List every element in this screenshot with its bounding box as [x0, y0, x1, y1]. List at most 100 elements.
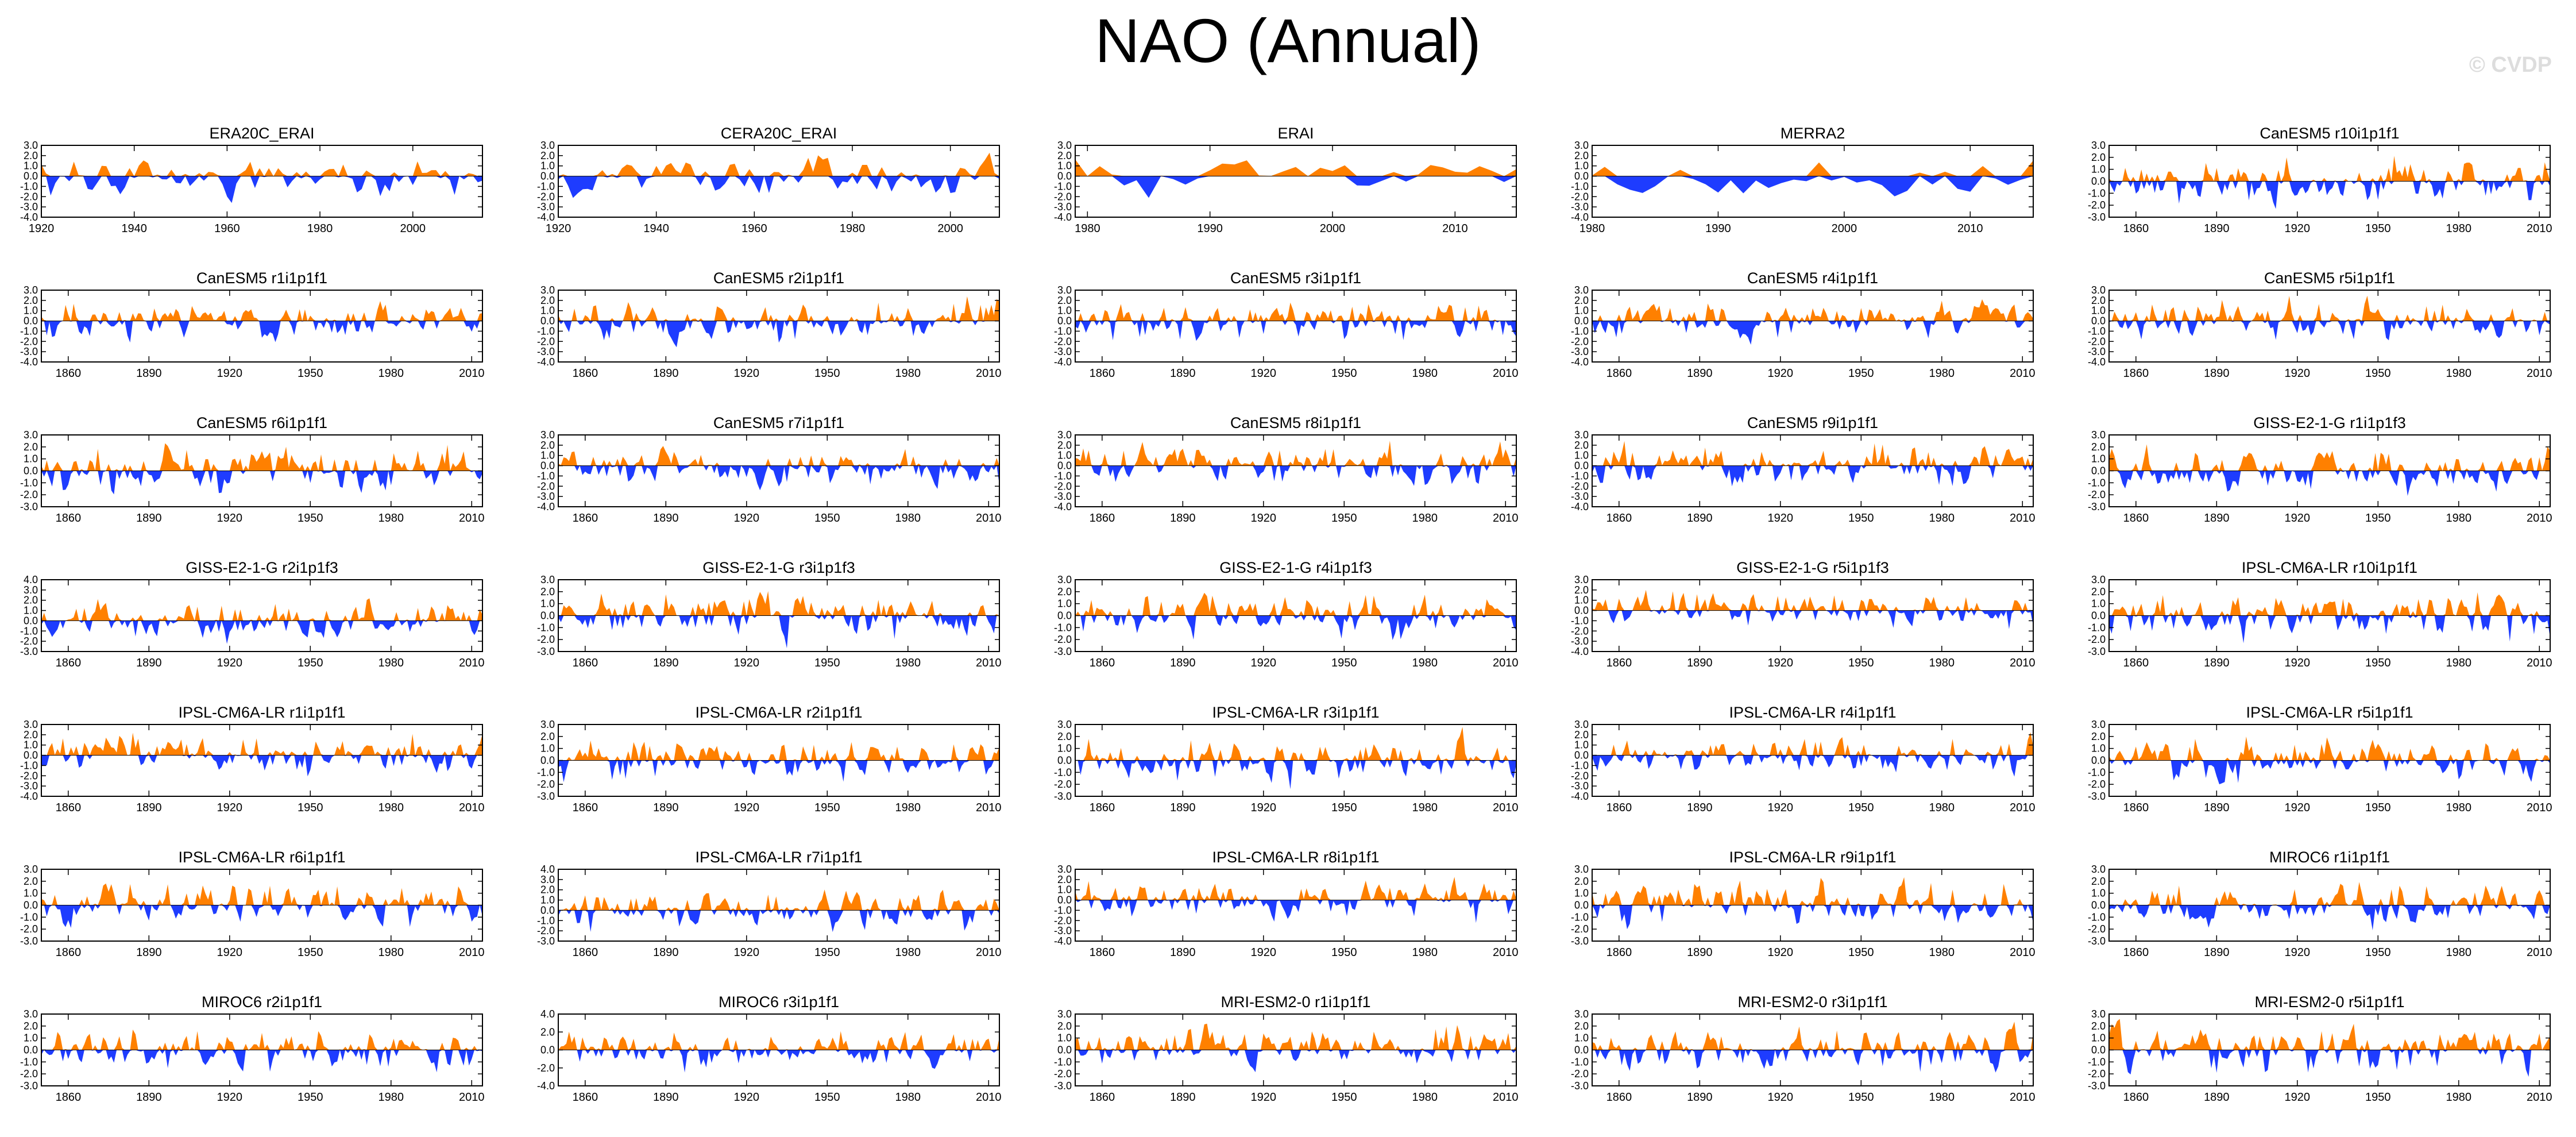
x-tick-label: 1920 — [734, 657, 760, 669]
y-tick-label: 3.0 — [2091, 574, 2106, 585]
y-tick-label: 0.0 — [2091, 755, 2106, 766]
y-tick-label: 3.0 — [24, 584, 38, 596]
negative-area — [2109, 615, 2550, 643]
x-tick-label: 1980 — [379, 946, 404, 959]
nao-panel: CanESM5 r5i1p1f1 3.02.01.00.0-1.0-2.0-3.0… — [2088, 269, 2552, 380]
x-tick-label: 1920 — [29, 222, 55, 235]
y-tick-label: -1.0 — [1571, 470, 1589, 481]
plot-frame — [1075, 434, 1517, 507]
x-tick-label: 1890 — [2204, 222, 2230, 235]
y-tick-label: 1.0 — [24, 739, 38, 751]
positive-area — [558, 1031, 999, 1050]
y-tick-label: 0.0 — [24, 900, 38, 911]
x-tick-label: 1920 — [217, 801, 243, 814]
y-tick-label: 0.0 — [540, 1045, 555, 1056]
nao-panel: GISS-E2-1-G r4i1p1f3 3.02.01.00.0-1.0-2.0… — [1054, 559, 1519, 669]
y-tick-label: -3.0 — [20, 501, 38, 512]
panel-title: CanESM5 r9i1p1f1 — [1747, 414, 1878, 431]
y-tick-label: -3.0 — [2088, 501, 2106, 512]
y-tick-label: -1.0 — [2088, 187, 2106, 199]
x-tick-label: 1890 — [1687, 657, 1713, 669]
y-tick-label: 3.0 — [1574, 284, 1589, 296]
x-tick-label: 1920 — [217, 946, 243, 959]
plot-frame — [41, 290, 483, 363]
y-tick-label: 3.0 — [1574, 140, 1589, 151]
panel-title: CanESM5 r8i1p1f1 — [1230, 414, 1361, 431]
x-tick-label: 1980 — [2446, 946, 2472, 959]
y-tick-label: 3.0 — [1057, 140, 1072, 151]
y-tick-label: -2.0 — [2088, 923, 2106, 935]
y-tick-label: 0.0 — [24, 1045, 38, 1056]
x-tick-label: 1980 — [1412, 512, 1438, 525]
positive-area — [1592, 732, 2033, 756]
negative-area — [1075, 900, 1516, 923]
y-tick-label: 2.0 — [2091, 295, 2106, 306]
y-tick-label: -4.0 — [537, 1080, 555, 1092]
negative-area — [1592, 755, 2033, 777]
nao-panel: CanESM5 r10i1p1f1 3.02.01.00.0-1.0-2.0-3.… — [2088, 125, 2552, 235]
x-tick-label: 1920 — [2285, 946, 2311, 959]
y-tick-label: 2.0 — [540, 731, 555, 742]
x-tick-label: 1950 — [2365, 801, 2391, 814]
y-tick-label: 1.0 — [1057, 743, 1072, 754]
panel-title: IPSL-CM6A-LR r5i1p1f1 — [2246, 704, 2413, 721]
y-tick-label: -2.0 — [537, 634, 555, 645]
x-tick-label: 1860 — [56, 512, 82, 525]
panel-title: IPSL-CM6A-LR r10i1p1f1 — [2242, 559, 2417, 576]
y-tick-label: 2.0 — [1057, 586, 1072, 598]
y-tick-label: 1.0 — [2091, 598, 2106, 610]
y-tick-label: 3.0 — [24, 719, 38, 730]
y-tick-label: 3.0 — [24, 284, 38, 296]
y-tick-label: -3.0 — [20, 201, 38, 213]
x-tick-label: 1980 — [895, 946, 921, 959]
x-tick-label: 1980 — [2446, 1091, 2472, 1104]
panel-title: GISS-E2-1-G r3i1p1f3 — [702, 559, 855, 576]
x-tick-label: 1860 — [573, 801, 598, 814]
negative-area — [558, 176, 999, 198]
y-tick-label: -4.0 — [20, 356, 38, 368]
y-tick-label: 1.0 — [2091, 1032, 2106, 1044]
x-tick-label: 1950 — [298, 1091, 323, 1104]
y-tick-label: 0.0 — [2091, 610, 2106, 622]
x-tick-label: 1920 — [1251, 657, 1277, 669]
negative-area — [1592, 176, 2033, 196]
x-tick-label: 2000 — [1832, 222, 1857, 235]
nao-panel: CanESM5 r6i1p1f1 3.02.01.00.0-1.0-2.0-3.0… — [20, 414, 485, 525]
x-tick-label: 1980 — [895, 367, 921, 380]
panel-title: ERA20C_ERAI — [209, 125, 314, 142]
y-tick-label: 2.0 — [1574, 729, 1589, 741]
x-tick-label: 1950 — [1848, 1091, 1874, 1104]
negative-area — [1075, 321, 1516, 341]
x-tick-label: 1980 — [307, 222, 333, 235]
y-tick-label: -1.0 — [2088, 622, 2106, 633]
negative-area — [1592, 321, 2033, 345]
plot-frame — [1075, 290, 1517, 363]
x-tick-label: 1980 — [379, 801, 404, 814]
negative-area — [41, 620, 482, 644]
y-tick-label: -3.0 — [1054, 791, 1072, 802]
x-tick-label: 2010 — [1957, 222, 1983, 235]
y-tick-label: 3.0 — [24, 429, 38, 441]
y-tick-label: 2.0 — [1057, 731, 1072, 742]
x-tick-label: 1950 — [814, 512, 840, 525]
panel-title: GISS-E2-1-G r2i1p1f3 — [186, 559, 338, 576]
positive-area — [2109, 1019, 2550, 1050]
x-tick-label: 1920 — [734, 512, 760, 525]
nao-panel: MRI-ESM2-0 r3i1p1f1 3.02.01.00.0-1.0-2.0-… — [1571, 993, 2036, 1104]
panel-title: CanESM5 r7i1p1f1 — [713, 414, 844, 431]
x-tick-label: 2010 — [2527, 657, 2552, 669]
y-tick-label: -2.0 — [2088, 778, 2106, 790]
panel-title: MRI-ESM2-0 r5i1p1f1 — [2254, 993, 2404, 1011]
y-tick-label: 3.0 — [1057, 1008, 1072, 1020]
y-tick-label: 0.0 — [24, 750, 38, 761]
panel-title: GISS-E2-1-G r5i1p1f3 — [1736, 559, 1889, 576]
y-tick-label: -3.0 — [2088, 935, 2106, 947]
panel-title: CanESM5 r2i1p1f1 — [713, 269, 844, 287]
y-tick-label: -1.0 — [1571, 615, 1589, 626]
panel-title: IPSL-CM6A-LR r4i1p1f1 — [1729, 704, 1896, 721]
x-tick-label: 1980 — [840, 222, 866, 235]
x-tick-label: 1920 — [2285, 657, 2311, 669]
y-tick-label: 0.0 — [1057, 315, 1072, 327]
x-tick-label: 2010 — [1493, 512, 1519, 525]
y-tick-label: 1.0 — [1574, 160, 1589, 172]
